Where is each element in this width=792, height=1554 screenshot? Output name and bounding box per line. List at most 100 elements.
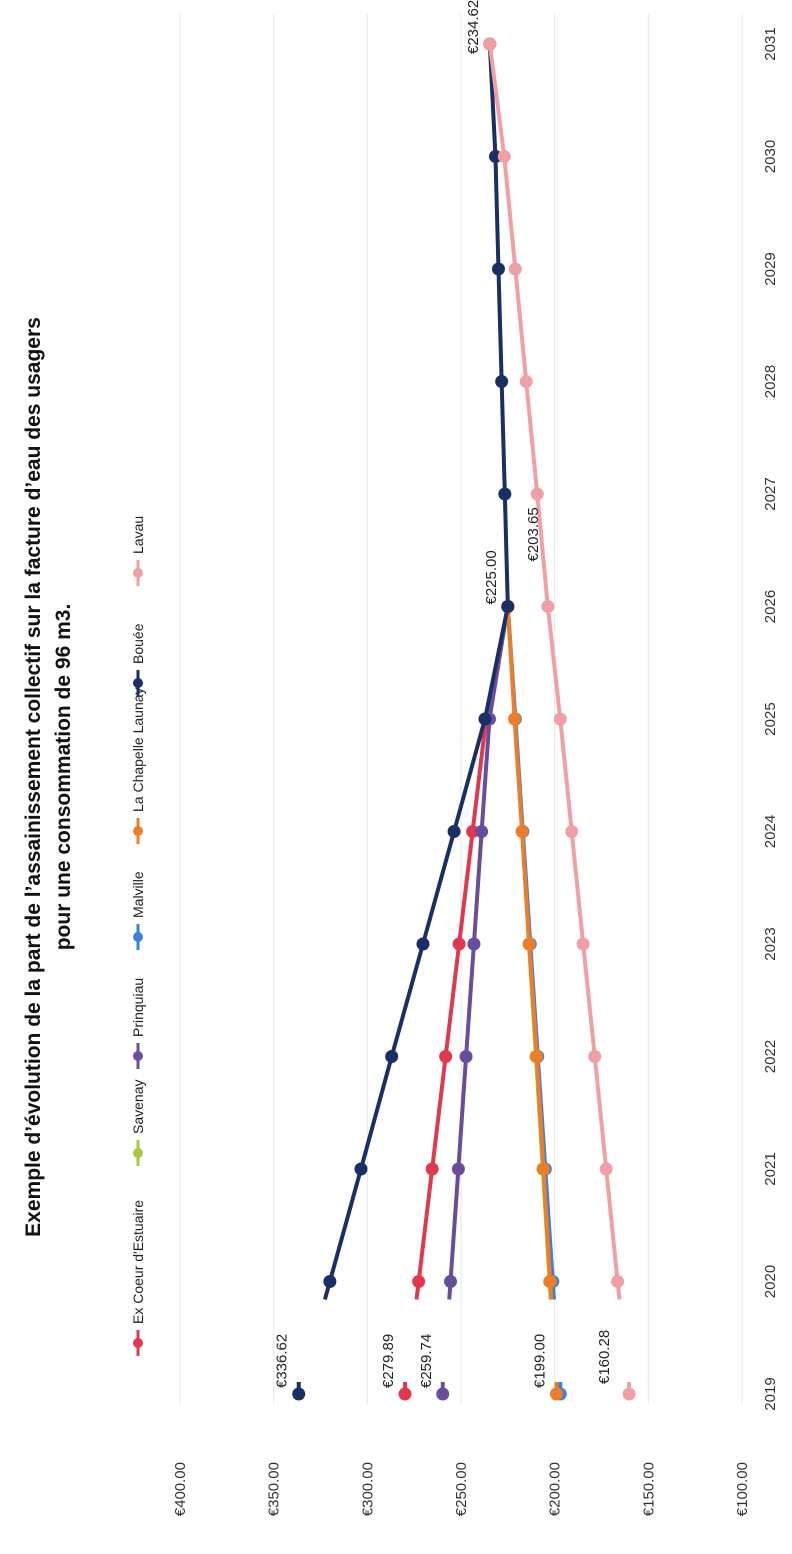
- data-labels: €336.62 €279.89 €259.74 €199.00 €160.28 €225.…: [274, 0, 613, 1388]
- legend-item: Prinquiau: [130, 978, 146, 1069]
- data-point: [565, 825, 579, 838]
- y-tick-label: €250.00: [453, 1462, 470, 1516]
- data-point: [515, 825, 529, 838]
- data-point: [508, 712, 522, 726]
- data-label: €199.00: [532, 1334, 549, 1388]
- y-axis: €400.00 €350.00 €300.00 €250.00 €200.00 €150.…: [172, 1462, 751, 1516]
- legend-marker: [133, 1338, 143, 1348]
- data-point: [439, 1050, 453, 1063]
- y-tick-label: €300.00: [359, 1462, 376, 1516]
- legend-label: La Chapelle Launay: [130, 687, 146, 812]
- legend-marker: [133, 932, 143, 942]
- data-point: [478, 712, 492, 726]
- legend-item: La Chapelle Launay: [130, 687, 146, 844]
- x-tick-label: 2030: [762, 140, 779, 173]
- legend-item: Malville: [130, 871, 146, 950]
- legend: Ex Coeur d'Estuaire Savenay Prinquiau Malvi…: [130, 516, 146, 1356]
- legend-item: Lavau: [130, 516, 146, 586]
- data-point: [425, 1162, 439, 1176]
- data-point: [553, 712, 567, 726]
- legend-label: Lavau: [130, 516, 146, 554]
- data-point: [495, 375, 509, 388]
- x-tick-label: 2024: [762, 815, 779, 848]
- data-point: [452, 937, 466, 951]
- data-point: [483, 37, 497, 51]
- data-point: [599, 1162, 613, 1176]
- data-point: [530, 1050, 544, 1063]
- data-point: [536, 1162, 550, 1176]
- chart-title-line: Exemple d’évolution de la part de l’assa…: [22, 317, 45, 1237]
- data-point: [412, 1275, 426, 1288]
- data-point: [508, 262, 522, 276]
- data-point: [522, 937, 536, 951]
- data-point: [459, 1050, 473, 1063]
- data-point: [530, 487, 544, 501]
- rotated-chart: Exemple d’évolution de la part de l’assa…: [22, 0, 779, 1516]
- x-tick-label: 2020: [762, 1265, 779, 1298]
- chart-title: Exemple d’évolution de la part de l’assa…: [22, 317, 75, 1237]
- data-label: €279.89: [380, 1334, 397, 1388]
- y-tick-label: €350.00: [266, 1462, 283, 1516]
- x-tick-label: 2026: [762, 590, 779, 623]
- data-label: €225.00: [483, 550, 500, 604]
- x-tick-label: 2022: [762, 1040, 779, 1073]
- x-tick-label: 2029: [762, 252, 779, 285]
- legend-marker: [133, 568, 143, 578]
- legend-item: Savenay: [130, 1080, 146, 1166]
- series-line: [447, 606, 510, 1300]
- series-line: [505, 606, 554, 1300]
- legend-label: Ex Coeur d'Estuaire: [130, 1200, 146, 1324]
- chart-title-line: pour une consommation de 96 m3.: [52, 604, 75, 951]
- x-tick-label: 2028: [762, 365, 779, 398]
- data-point: [588, 1050, 602, 1063]
- data-label: €234.62: [465, 0, 482, 54]
- data-label: €259.74: [418, 1334, 435, 1388]
- series-layer: [292, 37, 636, 1401]
- y-tick-label: €150.00: [640, 1462, 657, 1516]
- data-point: [447, 825, 461, 838]
- legend-label: Malville: [130, 871, 146, 918]
- series-bou-e: [292, 37, 515, 1401]
- legend-item: Bouée: [130, 623, 146, 696]
- x-tick-label: 2023: [762, 927, 779, 960]
- data-point: [475, 825, 489, 838]
- data-point: [323, 1275, 337, 1288]
- data-point: [385, 1050, 399, 1063]
- x-tick-label: 2031: [762, 27, 779, 60]
- data-label: €160.28: [596, 1330, 613, 1384]
- series-line: [414, 606, 510, 1300]
- series-la-chapelle-launay: [501, 600, 564, 1401]
- legend-item: Ex Coeur d'Estuaire: [130, 1200, 146, 1356]
- x-tick-label: 2025: [762, 702, 779, 735]
- legend-label: Savenay: [130, 1080, 146, 1134]
- data-point: [444, 1275, 458, 1288]
- legend-marker: [133, 1051, 143, 1061]
- data-point: [497, 150, 511, 163]
- legend-marker: [133, 678, 143, 688]
- data-point: [541, 600, 555, 613]
- data-label: €336.62: [274, 1334, 291, 1388]
- data-point: [611, 1275, 625, 1288]
- data-point: [491, 262, 505, 276]
- data-point: [576, 937, 590, 951]
- legend-label: Prinquiau: [130, 978, 146, 1037]
- legend-marker: [133, 1148, 143, 1158]
- y-tick-label: €200.00: [547, 1462, 564, 1516]
- x-tick-label: 2027: [762, 477, 779, 510]
- series-line: [322, 43, 510, 1301]
- data-point: [501, 600, 515, 613]
- grid-layer: [179, 14, 743, 1404]
- data-point: [543, 1275, 557, 1288]
- x-tick-label: 2021: [762, 1152, 779, 1185]
- y-tick-label: €400.00: [172, 1462, 189, 1516]
- data-point: [354, 1162, 368, 1176]
- data-point: [467, 937, 481, 951]
- series-prinquiau: [436, 600, 515, 1401]
- y-tick-label: €100.00: [734, 1462, 751, 1516]
- data-label: €203.65: [525, 507, 542, 561]
- x-axis: 2019 2020 2021 2022 2023 2024 2025 2026 2027 2028…: [762, 27, 779, 1410]
- x-tick-label: 2019: [762, 1377, 779, 1410]
- data-point: [416, 937, 430, 951]
- series-lavau: [483, 37, 636, 1401]
